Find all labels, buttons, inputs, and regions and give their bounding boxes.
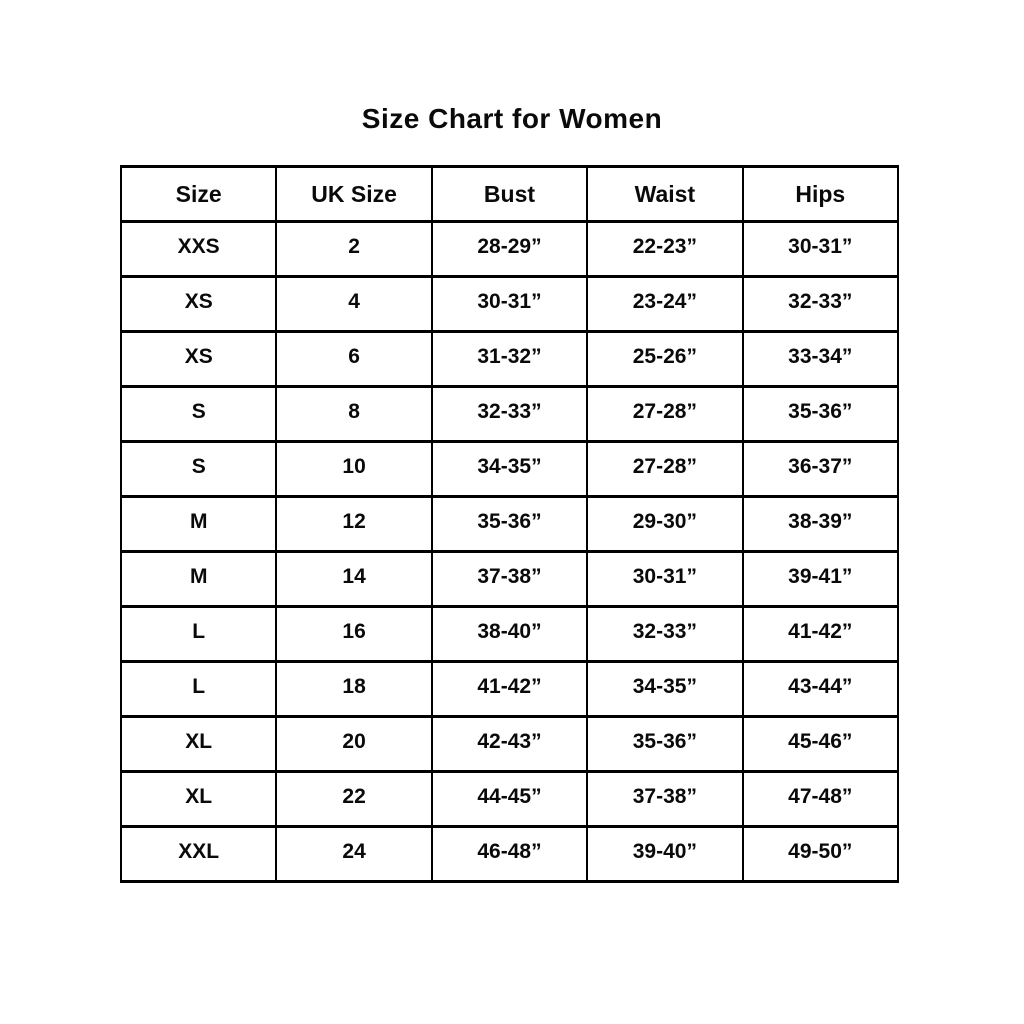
size-table-header: Size UK Size Bust Waist Hips [119,165,900,223]
table-cell: 37-38” [586,770,744,828]
table-row: S 10 34-35” 27-28” 36-37” [119,440,900,498]
table-cell: XS [119,275,278,333]
table-cell: 30-31” [430,275,589,333]
table-cell: XXS [119,220,278,278]
table-row: XS 6 31-32” 25-26” 33-34” [119,330,900,388]
table-cell: 4 [275,275,433,333]
table-cell: 46-48” [430,825,589,883]
table-cell: 32-33” [741,275,900,333]
table-row: L 18 41-42” 34-35” 43-44” [119,660,900,718]
table-cell: 32-33” [586,605,744,663]
table-cell: 29-30” [586,495,744,553]
table-cell: 28-29” [430,220,589,278]
table-cell: 42-43” [430,715,589,773]
table-cell: 31-32” [430,330,589,388]
table-cell: 35-36” [741,385,900,443]
table-row: S 8 32-33” 27-28” 35-36” [119,385,900,443]
table-row: XS 4 30-31” 23-24” 32-33” [119,275,900,333]
table-cell: 6 [275,330,433,388]
table-cell: 20 [275,715,433,773]
header-row: Size UK Size Bust Waist Hips [119,165,900,223]
table-cell: XL [119,715,278,773]
table-cell: S [119,385,278,443]
table-cell: XS [119,330,278,388]
table-cell: 16 [275,605,433,663]
table-cell: 22-23” [586,220,744,278]
table-cell: 39-40” [586,825,744,883]
column-header: Size [119,165,278,223]
table-row: M 12 35-36” 29-30” 38-39” [119,495,900,553]
table-cell: 22 [275,770,433,828]
table-row: XL 20 42-43” 35-36” 45-46” [119,715,900,773]
table-cell: 39-41” [741,550,900,608]
table-cell: 18 [275,660,433,718]
table-cell: L [119,660,278,718]
table-cell: 24 [275,825,433,883]
table-cell: 41-42” [430,660,589,718]
table-cell: XL [119,770,278,828]
table-row: L 16 38-40” 32-33” 41-42” [119,605,900,663]
table-cell: 49-50” [741,825,900,883]
table-cell: 34-35” [430,440,589,498]
table-cell: 44-45” [430,770,589,828]
table-cell: 30-31” [586,550,744,608]
table-row: M 14 37-38” 30-31” 39-41” [119,550,900,608]
table-cell: XXL [119,825,278,883]
size-table-body: XXS 2 28-29” 22-23” 30-31” XS 4 30-31” 23-24” 32-… [119,220,900,883]
column-header: Waist [586,165,744,223]
table-cell: 8 [275,385,433,443]
table-cell: 10 [275,440,433,498]
table-cell: M [119,550,278,608]
table-cell: L [119,605,278,663]
table-cell: 30-31” [741,220,900,278]
table-cell: 36-37” [741,440,900,498]
table-cell: 32-33” [430,385,589,443]
table-cell: 27-28” [586,440,744,498]
table-cell: 45-46” [741,715,900,773]
table-cell: 27-28” [586,385,744,443]
table-cell: S [119,440,278,498]
table-cell: 43-44” [741,660,900,718]
column-header: Bust [430,165,589,223]
table-cell: 33-34” [741,330,900,388]
table-row: XXS 2 28-29” 22-23” 30-31” [119,220,900,278]
table-cell: 23-24” [586,275,744,333]
page-title: Size Chart for Women [361,103,663,134]
table-cell: 2 [275,220,433,278]
table-row: XL 22 44-45” 37-38” 47-48” [119,770,900,828]
column-header: Hips [741,165,900,223]
table-cell: M [119,495,278,553]
table-cell: 12 [275,495,433,553]
table-cell: 47-48” [741,770,900,828]
table-cell: 35-36” [430,495,589,553]
table-cell: 14 [275,550,433,608]
table-cell: 41-42” [741,605,900,663]
table-cell: 35-36” [586,715,744,773]
size-table: Size UK Size Bust Waist Hips XXS 2 28-29” 22-23… [119,165,900,883]
table-row: XXL 24 46-48” 39-40” 49-50” [119,825,900,883]
table-cell: 37-38” [430,550,589,608]
table-cell: 34-35” [586,660,744,718]
table-cell: 38-40” [430,605,589,663]
column-header: UK Size [275,165,433,223]
table-cell: 25-26” [586,330,744,388]
table-cell: 38-39” [741,495,900,553]
